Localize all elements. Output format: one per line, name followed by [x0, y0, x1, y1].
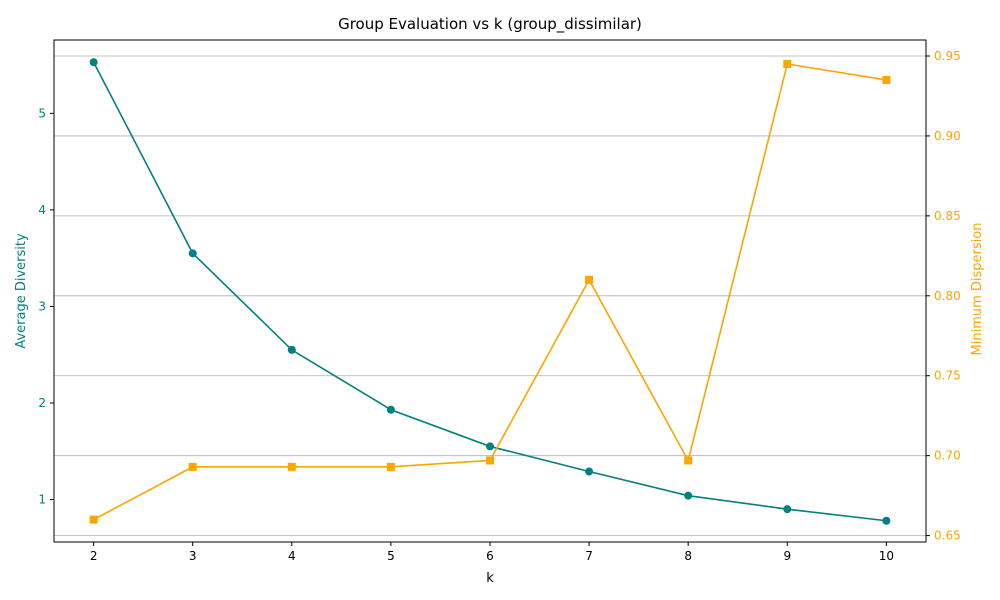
data-point-average-diversity: [386, 405, 395, 414]
series-line-minimum-dispersion: [93, 63, 887, 521]
data-point-average-diversity: [882, 516, 891, 525]
y-left-tick-label: 1: [38, 493, 46, 507]
x-tick-label: 5: [387, 549, 395, 563]
y-right-tick-label: 0.80: [934, 289, 961, 303]
data-point-minimum-dispersion: [89, 515, 98, 524]
data-point-average-diversity: [188, 249, 197, 258]
data-point-average-diversity: [287, 345, 296, 354]
x-tick-label: 8: [684, 549, 692, 563]
y-left-tick-label: 2: [38, 396, 46, 410]
y-right-tick-label: 0.85: [934, 209, 961, 223]
plot-frame: [53, 39, 927, 543]
y-left-tick-label: 4: [38, 203, 46, 217]
grid-layer: [54, 55, 926, 537]
data-point-minimum-dispersion: [585, 275, 594, 284]
chart-title: Group Evaluation vs k (group_dissimilar): [338, 15, 642, 34]
y-left-tick-label: 3: [38, 299, 46, 313]
series-line-average-diversity: [92, 61, 887, 522]
data-point-minimum-dispersion: [882, 75, 891, 84]
x-tick-label: 10: [879, 549, 894, 563]
data-point-average-diversity: [783, 505, 792, 514]
y-right-tick-label: 0.70: [934, 449, 961, 463]
data-point-average-diversity: [585, 467, 594, 476]
data-point-minimum-dispersion: [287, 462, 296, 471]
x-axis-label: k: [486, 571, 494, 586]
data-point-minimum-dispersion: [188, 462, 197, 471]
x-tick-label: 6: [486, 549, 494, 563]
data-point-minimum-dispersion: [486, 456, 494, 465]
series-layer: [89, 58, 891, 525]
data-point-minimum-dispersion: [783, 59, 792, 68]
data-point-average-diversity: [486, 442, 494, 451]
y-right-tick-label: 0.95: [934, 49, 961, 63]
x-tick-label: 3: [189, 549, 197, 563]
y-right-axis-label: Minimum Dispersion: [970, 223, 985, 356]
y-right-tick-label: 0.75: [934, 369, 961, 383]
x-tick-label: 9: [783, 549, 791, 563]
data-point-average-diversity: [684, 491, 693, 500]
y-left-tick-label: 5: [38, 106, 46, 120]
y-right-tick-label: 0.90: [934, 129, 961, 143]
y-left-axis-label: Average Diversity: [14, 233, 29, 349]
data-point-average-diversity: [89, 58, 98, 67]
data-point-minimum-dispersion: [386, 462, 395, 471]
x-tick-label: 4: [288, 549, 296, 563]
data-point-minimum-dispersion: [684, 456, 693, 465]
y-right-tick-label: 0.65: [934, 529, 961, 543]
ticks-layer: 2 3 4 5 6 7 8 9 10 1 2 3 4 5 0.65 0.70 0.75 0.80 0.85 0.90 0…: [38, 49, 960, 563]
x-tick-label: 2: [90, 549, 98, 563]
x-tick-label: 7: [585, 549, 593, 563]
